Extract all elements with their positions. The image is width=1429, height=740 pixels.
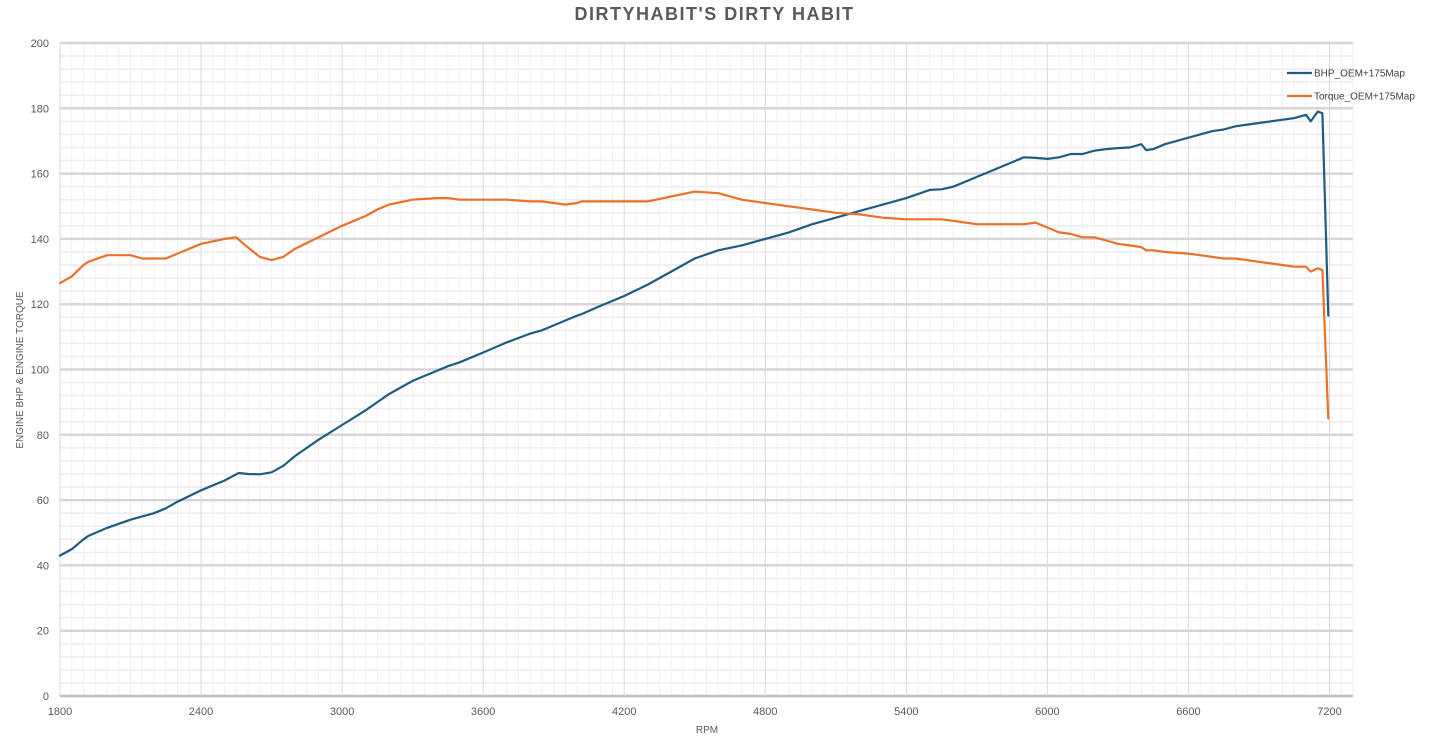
y-tick-label: 200	[31, 38, 49, 50]
x-tick-label: 6000	[1035, 706, 1059, 718]
y-tick-label: 40	[37, 560, 49, 572]
y-tick-label: 160	[31, 169, 49, 181]
series-line-torque	[58, 190, 1330, 420]
y-axis-ticks: 0 20 40 60 80 100 120 140 160 180 200	[31, 38, 49, 703]
legend-label: Torque_OEM+175Map	[1314, 92, 1415, 103]
x-axis-label: RPM	[696, 725, 718, 736]
x-tick-label: 7200	[1317, 706, 1341, 718]
y-tick-label: 120	[31, 299, 49, 311]
legend: BHP_OEM+175Map Torque_OEM+175Map	[1287, 69, 1415, 103]
major-gridlines	[59, 41, 1353, 698]
y-tick-label: 100	[31, 365, 49, 377]
x-tick-label: 6600	[1176, 706, 1200, 718]
y-tick-label: 140	[31, 234, 49, 246]
series-line-bhp	[58, 110, 1330, 557]
x-tick-label: 3600	[471, 706, 495, 718]
y-tick-label: 180	[31, 103, 49, 115]
x-tick-label: 4200	[612, 706, 636, 718]
x-tick-label: 3000	[330, 706, 354, 718]
y-tick-label: 20	[37, 626, 49, 638]
series-layer	[58, 110, 1330, 557]
x-tick-label: 2400	[189, 706, 213, 718]
legend-label: BHP_OEM+175Map	[1314, 69, 1405, 80]
y-tick-label: 60	[37, 495, 49, 507]
x-tick-label: 5400	[894, 706, 918, 718]
x-axis-ticks: 1800 2400 3000 3600 4200 4800 5400 6000 6600 7200	[48, 706, 1342, 718]
x-tick-label: 4800	[753, 706, 777, 718]
y-axis-label: ENGINE BHP & ENGINE TORQUE	[15, 291, 26, 449]
x-tick-label: 1800	[48, 706, 72, 718]
y-tick-label: 0	[43, 691, 49, 703]
chart-title: DIRTYHABIT'S DIRTY HABIT	[574, 4, 855, 24]
y-tick-label: 80	[37, 430, 49, 442]
